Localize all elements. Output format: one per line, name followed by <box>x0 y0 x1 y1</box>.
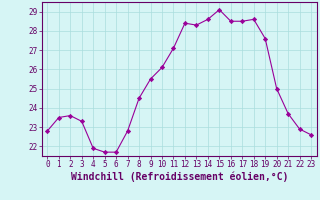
X-axis label: Windchill (Refroidissement éolien,°C): Windchill (Refroidissement éolien,°C) <box>70 172 288 182</box>
